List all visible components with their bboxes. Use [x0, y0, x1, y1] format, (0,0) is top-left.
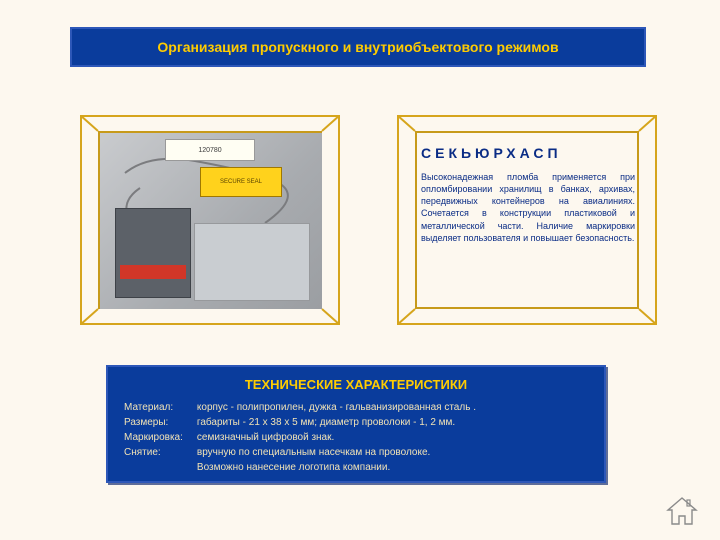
- product-info-panel: СЕКЬЮРХАСП Высоконадежная пломба применя…: [397, 115, 657, 325]
- specs-heading: ТЕХНИЧЕСКИЕ ХАРАКТЕРИСТИКИ: [124, 377, 588, 392]
- product-title: СЕКЬЮРХАСП: [421, 145, 635, 161]
- seal-number-plate: 120780: [165, 139, 255, 161]
- spec-label: Размеры:: [124, 415, 183, 430]
- spec-value: корпус - полипропилен, дужка - гальваниз…: [197, 400, 476, 415]
- product-photo: 120780 SECURE SEAL: [100, 133, 322, 309]
- product-image-panel: 120780 SECURE SEAL: [80, 115, 340, 325]
- specs-panel: ТЕХНИЧЕСКИЕ ХАРАКТЕРИСТИКИ Материал: Раз…: [106, 365, 606, 483]
- seal-brand-text: SECURE SEAL: [220, 179, 262, 186]
- specs-grid: Материал: Размеры: Маркировка: Снятие: к…: [124, 400, 588, 475]
- spec-footer: Возможно нанесение логотипа компании.: [197, 460, 476, 475]
- spec-value: вручную по специальным насечкам на прово…: [197, 445, 476, 460]
- product-description: Высоконадежная пломба применяется при оп…: [421, 171, 635, 244]
- spec-label: Снятие:: [124, 445, 183, 460]
- page-header: Организация пропускного и внутриобъектов…: [70, 27, 646, 67]
- specs-values-col: корпус - полипропилен, дужка - гальваниз…: [197, 400, 476, 475]
- seal-brand-plate: SECURE SEAL: [200, 167, 282, 197]
- seal-number-text: 120780: [198, 147, 221, 154]
- page-title: Организация пропускного и внутриобъектов…: [157, 39, 558, 55]
- home-icon: [666, 496, 698, 526]
- spec-label: Маркировка:: [124, 430, 183, 445]
- home-button[interactable]: [666, 496, 698, 526]
- spec-value: габариты - 21 х 38 х 5 мм; диаметр прово…: [197, 415, 476, 430]
- specs-labels-col: Материал: Размеры: Маркировка: Снятие:: [124, 400, 183, 475]
- spec-value: семизначный цифровой знак.: [197, 430, 476, 445]
- spec-label: Материал:: [124, 400, 183, 415]
